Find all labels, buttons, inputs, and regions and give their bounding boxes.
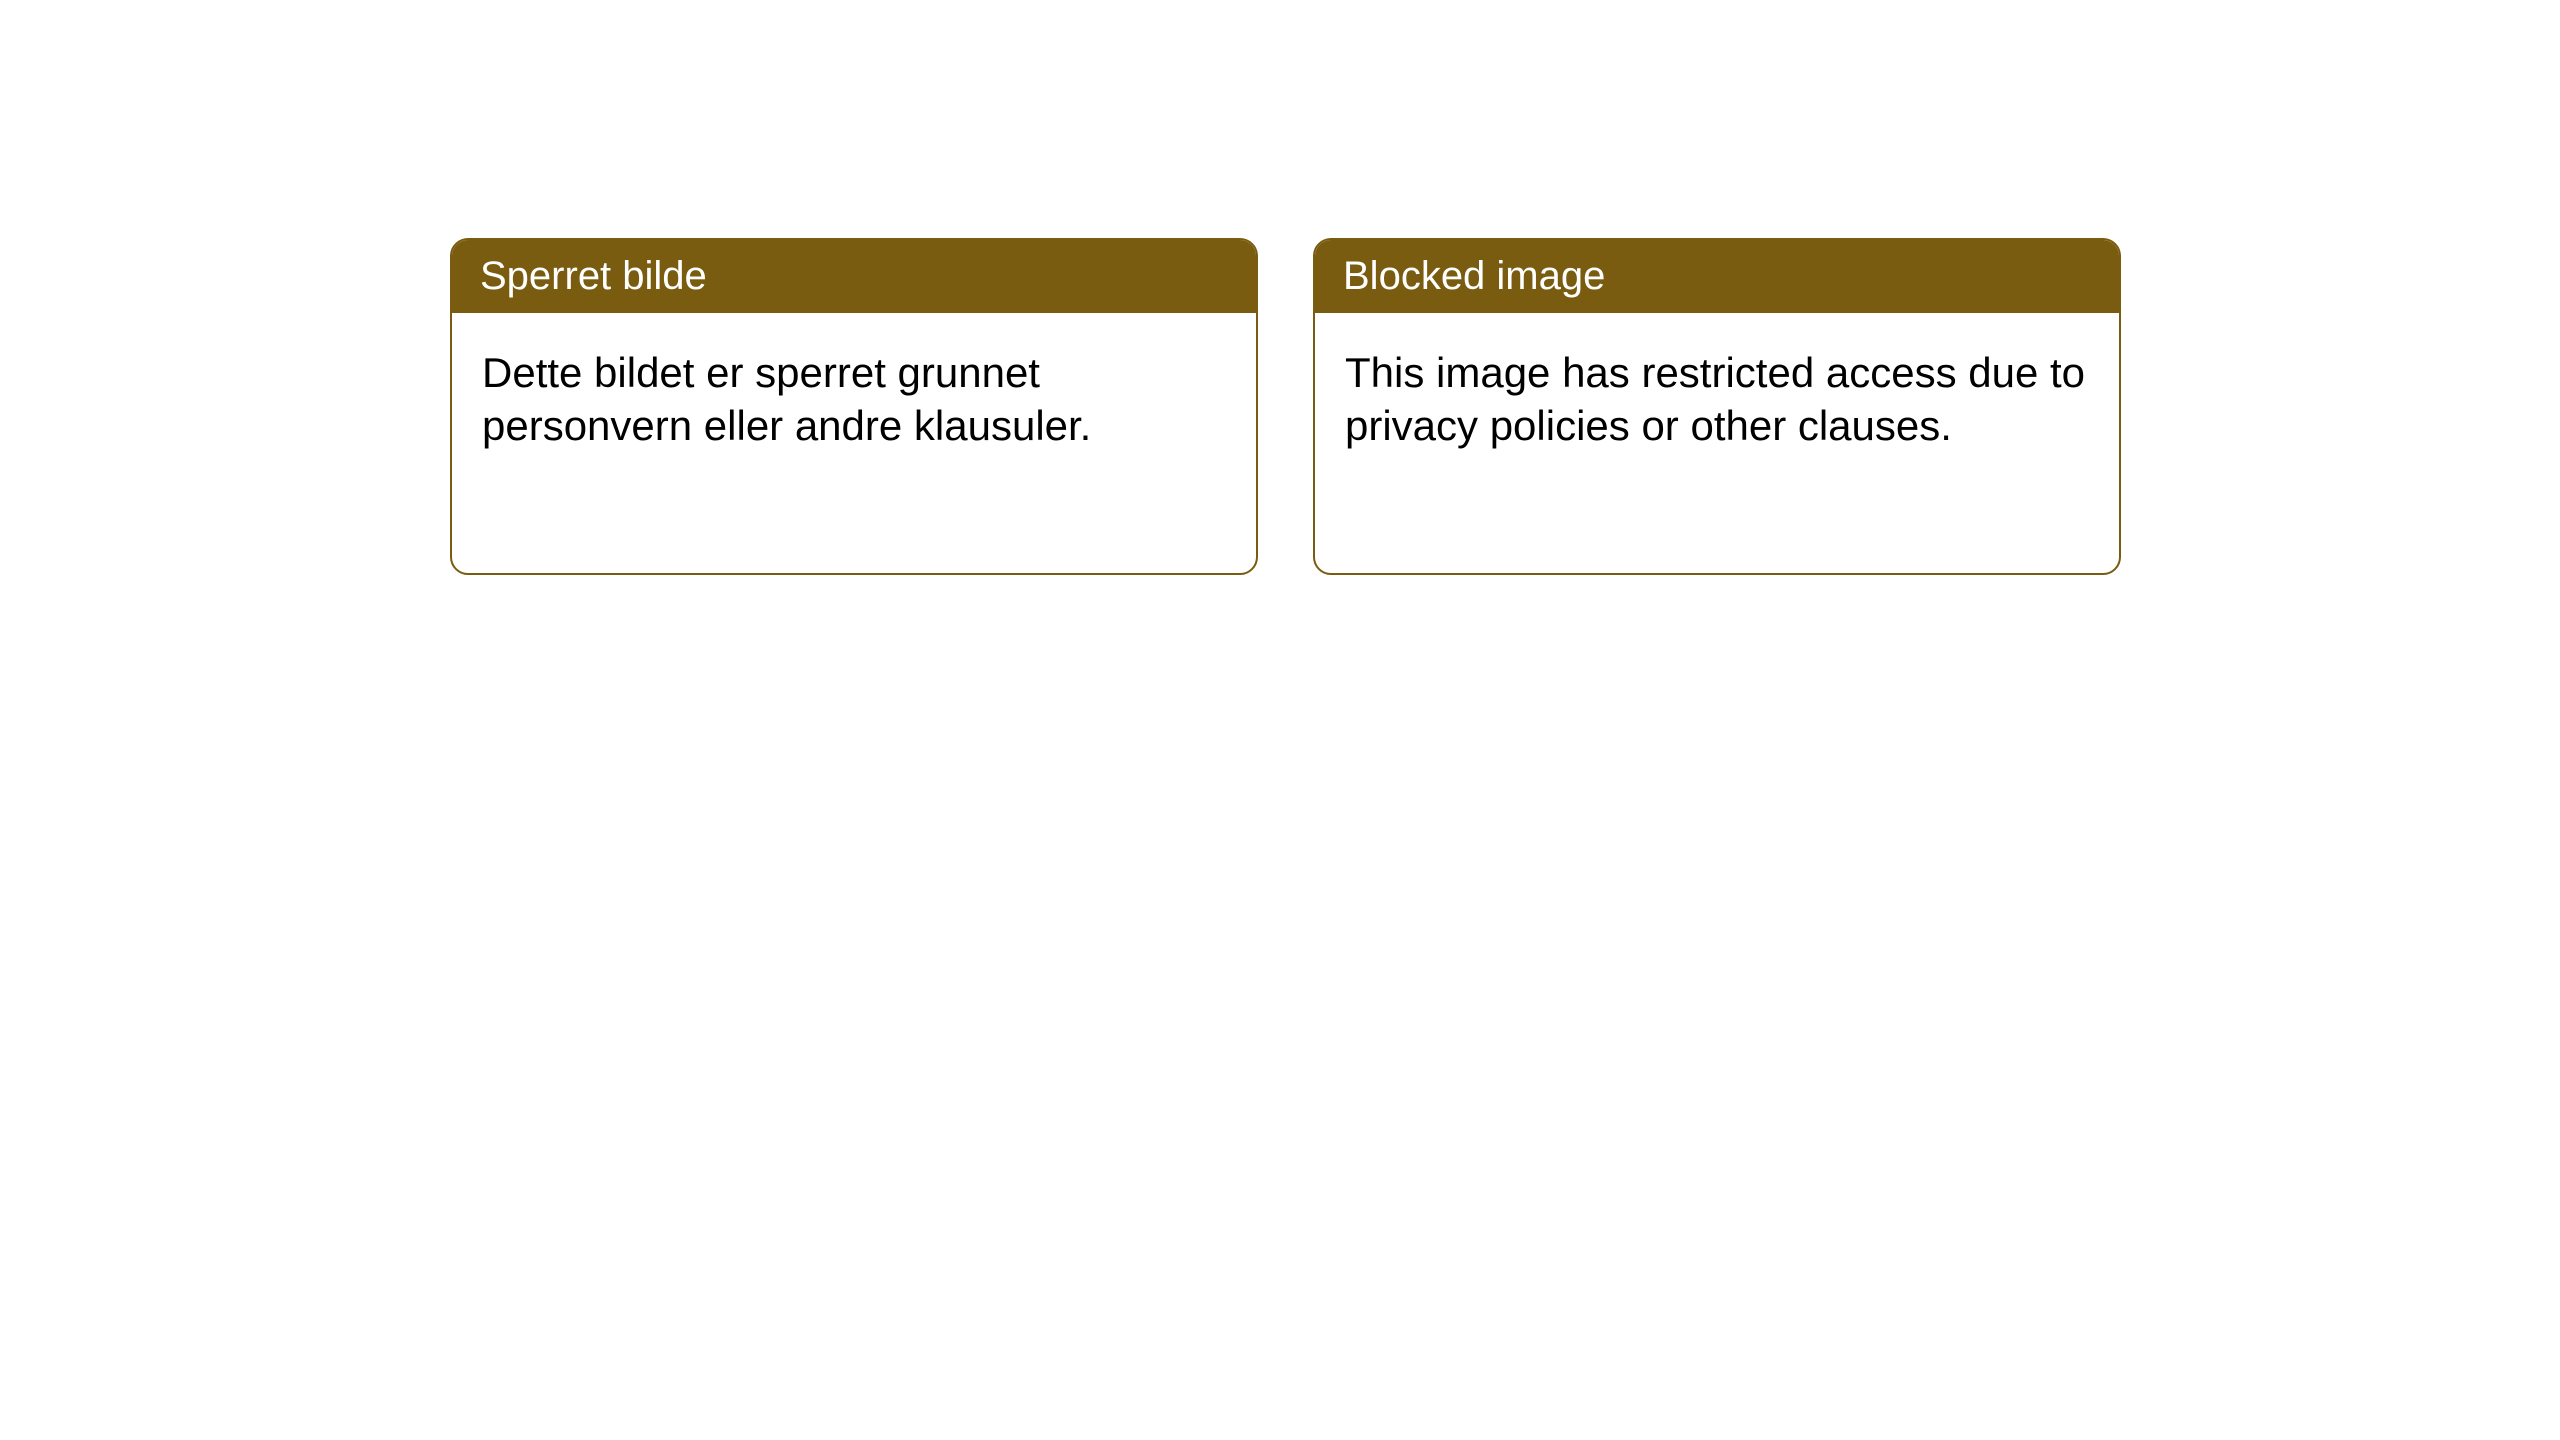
card-header-en: Blocked image: [1315, 240, 2119, 313]
blocked-image-card-no: Sperret bilde Dette bildet er sperret gr…: [450, 238, 1258, 575]
card-header-no: Sperret bilde: [452, 240, 1256, 313]
card-body-en: This image has restricted access due to …: [1315, 313, 2119, 486]
card-body-no: Dette bildet er sperret grunnet personve…: [452, 313, 1256, 486]
blocked-image-card-en: Blocked image This image has restricted …: [1313, 238, 2121, 575]
cards-container: Sperret bilde Dette bildet er sperret gr…: [0, 0, 2560, 575]
